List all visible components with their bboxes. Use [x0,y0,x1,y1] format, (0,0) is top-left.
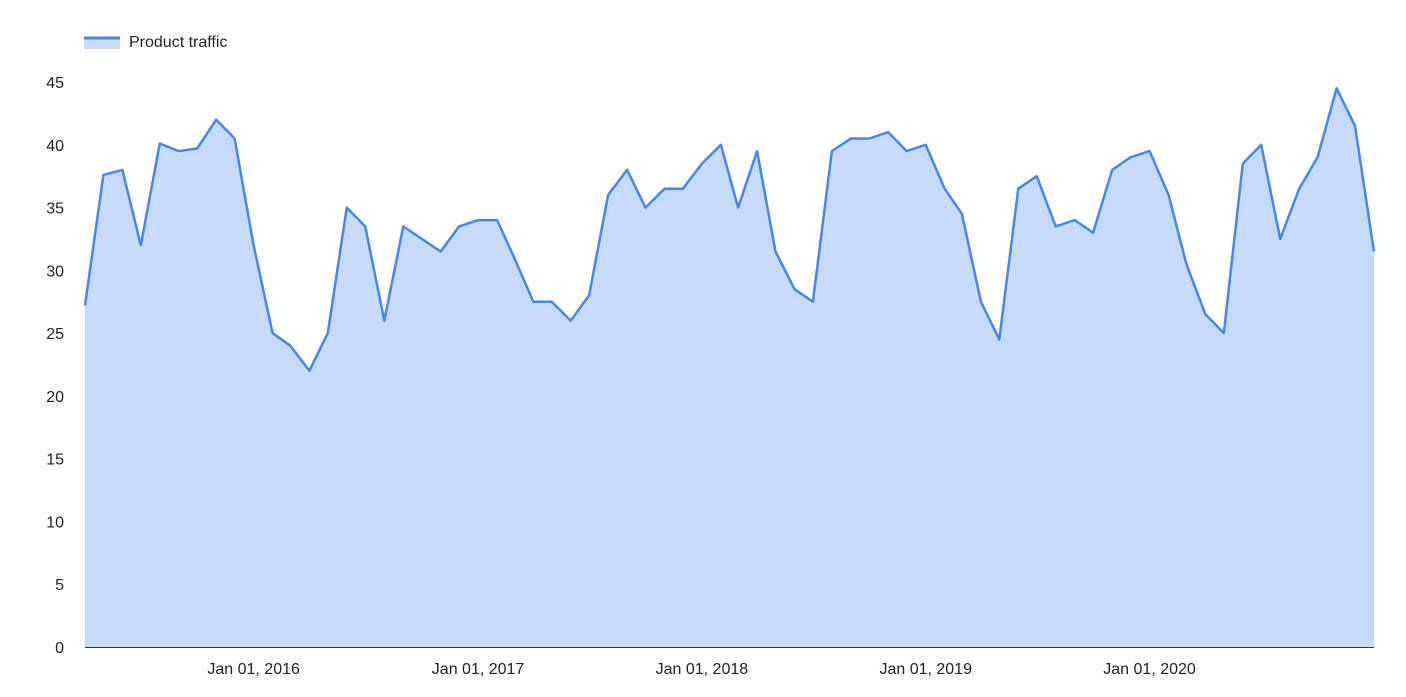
y-tick-label: 5 [55,577,64,594]
series-area [85,88,1374,648]
y-tick-label: 15 [46,452,64,469]
legend-swatch [84,38,120,49]
y-axis: 0 5 10 15 20 25 30 35 40 45 [46,75,64,657]
y-tick-label: 30 [46,263,64,280]
y-tick-label: 0 [55,640,64,657]
y-tick-label: 45 [46,75,64,92]
x-tick-label: Jan 01, 2016 [207,661,300,678]
x-tick-label: Jan 01, 2020 [1103,661,1196,678]
plot-area [83,87,1376,648]
legend[interactable]: Product traffic [84,34,227,51]
y-tick-label: 10 [46,514,64,531]
x-tick-label: Jan 01, 2017 [432,661,525,678]
y-tick-label: 25 [46,326,64,343]
x-tick-label: Jan 01, 2018 [656,661,749,678]
x-tick-label: Jan 01, 2019 [879,661,972,678]
legend-label: Product traffic [129,34,227,51]
y-tick-label: 40 [46,138,64,155]
x-axis: Jan 01, 2016 Jan 01, 2017 Jan 01, 2018 Jan … [85,647,1374,678]
series-line[interactable] [83,87,1376,373]
y-tick-label: 20 [46,389,64,406]
y-tick-label: 35 [46,201,64,218]
